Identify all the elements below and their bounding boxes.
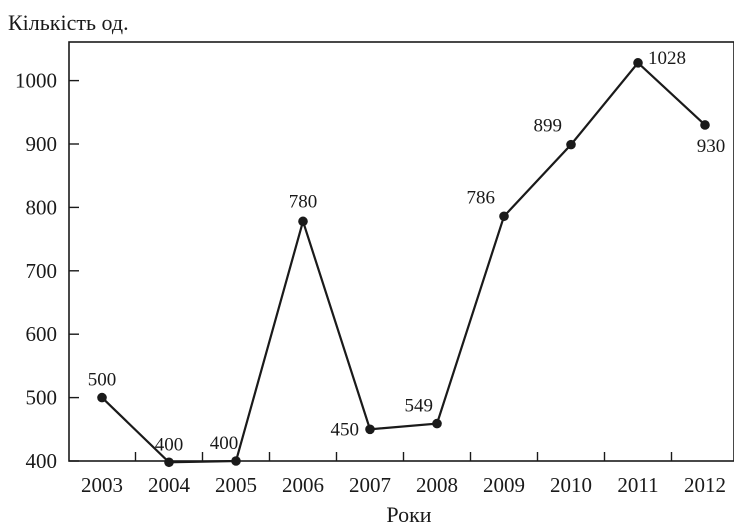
data-point-2005 bbox=[231, 456, 241, 466]
x-tick-label: 2007 bbox=[349, 473, 391, 497]
data-point-2004 bbox=[164, 457, 174, 468]
x-tick-label: 2008 bbox=[416, 473, 458, 497]
y-tick-label: 800 bbox=[26, 195, 58, 219]
data-point-2012 bbox=[700, 120, 710, 130]
data-points bbox=[97, 58, 710, 468]
x-tick-label: 2003 bbox=[81, 473, 123, 497]
x-axis-title: Роки bbox=[386, 502, 431, 527]
x-tick-label: 2005 bbox=[215, 473, 257, 497]
data-label-2012: 930 bbox=[697, 136, 726, 157]
plot-frame bbox=[68, 41, 734, 462]
x-tick-label: 2011 bbox=[617, 473, 658, 497]
x-tick-label: 2010 bbox=[550, 473, 592, 497]
series-line bbox=[101, 61, 706, 464]
data-label-2010: 899 bbox=[534, 116, 563, 137]
y-tick-label: 1000 bbox=[15, 69, 57, 93]
y-tick-label: 600 bbox=[26, 322, 58, 346]
y-tick-label: 400 bbox=[26, 449, 58, 473]
data-label-2007: 450 bbox=[331, 419, 360, 440]
y-axis-title: Кількість од. bbox=[8, 10, 129, 35]
y-tick-label: 700 bbox=[26, 259, 58, 283]
data-label-2006: 780 bbox=[289, 191, 318, 212]
data-labels: 500 400 400 780 450 549 786 899 1028 930 bbox=[88, 48, 726, 455]
data-point-2008 bbox=[432, 418, 442, 429]
data-point-2006 bbox=[298, 216, 308, 227]
data-point-2003 bbox=[97, 392, 107, 403]
data-label-2009: 786 bbox=[467, 187, 496, 208]
data-point-2010 bbox=[566, 139, 576, 150]
data-label-2011: 1028 bbox=[648, 48, 686, 69]
x-tick-label: 2004 bbox=[148, 473, 191, 497]
data-label-2004: 400 bbox=[155, 434, 184, 455]
x-tick-label: 2012 bbox=[684, 473, 726, 497]
data-point-2009 bbox=[499, 211, 509, 222]
data-point-2011 bbox=[633, 58, 643, 68]
y-axis: 400 500 600 700 800 900 1000 bbox=[15, 69, 79, 473]
data-label-2003: 500 bbox=[88, 370, 117, 391]
y-tick-label: 900 bbox=[26, 132, 58, 156]
x-axis: 2003 2004 2005 2006 2007 2008 2009 2010 2011 2012 bbox=[81, 452, 726, 497]
y-tick-label: 500 bbox=[26, 386, 58, 410]
data-label-2005: 400 bbox=[210, 433, 239, 454]
x-tick-label: 2009 bbox=[483, 473, 525, 497]
data-label-2008: 549 bbox=[405, 396, 434, 417]
x-tick-label: 2006 bbox=[282, 473, 324, 497]
data-point-2007 bbox=[365, 424, 375, 435]
